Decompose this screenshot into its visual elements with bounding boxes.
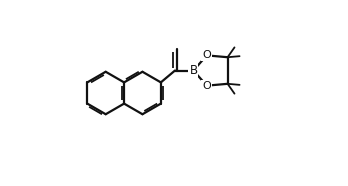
Text: O: O [203, 81, 211, 91]
Text: B: B [189, 64, 198, 77]
Text: O: O [203, 50, 211, 60]
